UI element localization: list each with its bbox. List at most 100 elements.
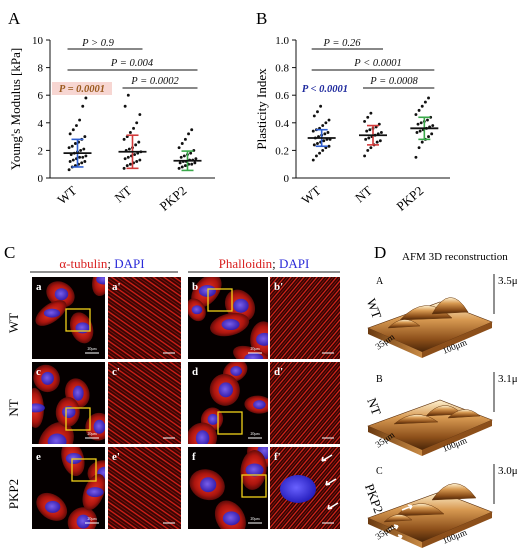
data-point	[414, 155, 418, 159]
y-tick-label: 8	[38, 63, 44, 75]
micrograph-grid: 20μm a a' 20μm b b' 20μm c c' 20μm d d' 20μm e e' 20μm f…	[32, 277, 340, 529]
data-point	[375, 140, 379, 144]
data-point	[138, 113, 142, 116]
data-point	[73, 142, 77, 145]
micrograph-tile: c'	[108, 362, 181, 444]
data-point	[365, 129, 369, 133]
scale-bar-label: 20μm	[250, 346, 260, 351]
data-point	[190, 128, 194, 132]
y-tick-label: 0.8	[275, 63, 289, 75]
data-point	[420, 140, 424, 144]
afm-letter: C	[376, 466, 383, 477]
data-point	[322, 139, 326, 143]
zoom-region-box	[65, 308, 91, 332]
nucleus	[253, 400, 266, 410]
tile-content	[108, 447, 181, 529]
data-point	[416, 122, 420, 126]
nucleus	[41, 371, 54, 385]
nucleus	[222, 511, 240, 526]
afm-peak	[393, 414, 439, 425]
data-point	[75, 124, 78, 128]
tile-letter: e'	[112, 451, 120, 463]
nucleus	[244, 353, 264, 359]
tile-letter: f	[192, 451, 196, 463]
data-point	[79, 148, 83, 152]
data-point	[414, 113, 418, 116]
z-scale-label: 3.1μm	[498, 373, 517, 385]
data-point	[123, 104, 127, 108]
scale-bar-label: 20μm	[87, 431, 97, 436]
data-point	[417, 108, 421, 112]
header-left-sep: ;	[107, 256, 114, 271]
micrograph-tile: 20μm b	[188, 277, 268, 359]
data-point	[363, 119, 367, 123]
nucleus	[32, 403, 45, 413]
data-point	[324, 121, 328, 125]
data-point	[363, 154, 367, 158]
y-tick-label: 4	[38, 118, 44, 130]
data-point	[369, 111, 373, 115]
panel-c-header-left: α-tubulin; DAPI	[30, 256, 178, 273]
data-point	[71, 158, 75, 162]
row-label-wt: WT	[6, 313, 21, 333]
data-point	[417, 146, 421, 150]
micrograph-tile: e'	[108, 447, 181, 529]
tile-content	[270, 362, 340, 444]
nucleus	[93, 419, 105, 434]
panel-label-c: C	[4, 243, 15, 262]
p-value-label: P = 0.0008	[369, 76, 418, 87]
data-point	[327, 144, 331, 148]
y-tick-label: 10	[32, 35, 44, 47]
tile-letter: b'	[274, 281, 283, 293]
data-point	[369, 146, 373, 150]
data-point	[178, 161, 182, 165]
nucleus	[47, 433, 67, 444]
nucleus	[200, 477, 217, 493]
data-point	[122, 137, 126, 141]
data-point	[189, 151, 193, 155]
afm-side	[422, 322, 492, 358]
data-point	[68, 132, 72, 136]
afm-peak	[431, 297, 469, 315]
data-point	[316, 142, 319, 145]
y-tick-label: 0.6	[275, 90, 289, 102]
nucleus	[96, 277, 105, 285]
zoom-region-box	[217, 411, 243, 435]
afm-surface: 3.1μmBNT35μm100μm	[364, 372, 517, 456]
data-point	[312, 143, 316, 147]
p-value-highlight	[52, 82, 112, 95]
nucleus	[191, 305, 203, 315]
afm-peak	[387, 319, 421, 329]
micrograph-tile: 20μm e	[32, 447, 105, 529]
z-scale-label: 3.5μm	[498, 275, 517, 287]
cytoskeleton-zoom	[108, 277, 181, 359]
y-tick-label: 1.0	[275, 35, 289, 47]
chart-a: 0 2 4 6 8 10 Young's Modulus [kPa] WT NT PKP2 P > …	[8, 35, 215, 214]
tile-content: 20μm	[188, 277, 268, 359]
data-point	[314, 154, 318, 158]
data-point	[431, 124, 435, 128]
y-tick-label: 2	[38, 145, 44, 157]
row-label-nt: NT	[6, 399, 21, 416]
row-label-pkp2: PKP2	[6, 479, 21, 509]
p-value-label: P < 0.0001	[302, 84, 348, 95]
tile-letter: a'	[112, 281, 121, 293]
header-left-red: α-tubulin	[59, 256, 107, 271]
data-point	[177, 146, 181, 150]
tile-content	[270, 277, 340, 359]
data-point	[378, 139, 382, 143]
data-point	[132, 126, 135, 130]
tile-content	[270, 447, 340, 529]
data-point	[430, 132, 434, 136]
data-point	[426, 118, 429, 122]
data-point	[71, 128, 75, 132]
y-tick-label: 0	[38, 173, 44, 185]
tile-letter: a	[36, 281, 42, 293]
afm-letter: A	[376, 276, 384, 287]
data-point	[180, 142, 184, 145]
data-point	[67, 168, 71, 172]
data-point	[183, 164, 187, 168]
data-point	[137, 140, 141, 144]
afm-peak	[395, 503, 445, 517]
z-scale-label: 3.0μm	[498, 465, 517, 477]
